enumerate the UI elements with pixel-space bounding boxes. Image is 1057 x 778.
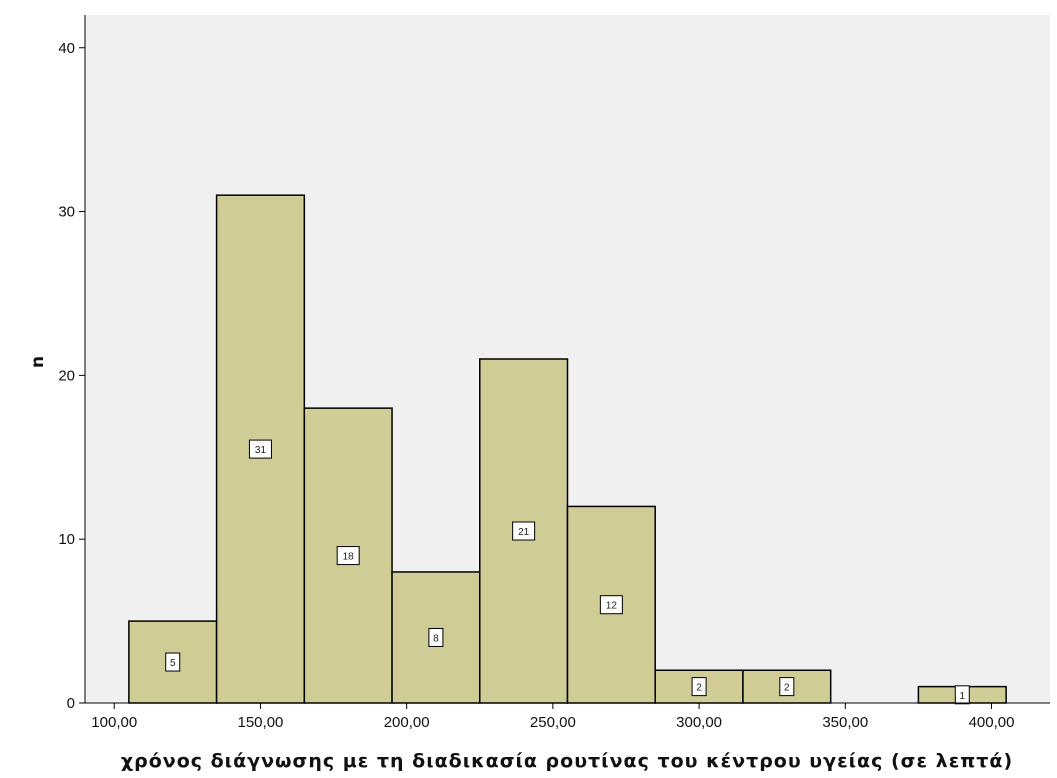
data-label-box bbox=[691, 677, 707, 697]
data-label: 18 bbox=[343, 552, 355, 563]
data-label-box bbox=[248, 439, 272, 459]
data-label: 31 bbox=[255, 445, 267, 456]
data-label-box bbox=[165, 652, 181, 672]
y-tick-label: 30 bbox=[58, 204, 75, 221]
data-label-box bbox=[512, 521, 536, 541]
x-tick-label: 400,00 bbox=[969, 714, 1015, 731]
data-label: 5 bbox=[170, 658, 176, 669]
data-label-box bbox=[779, 677, 795, 697]
data-label: 2 bbox=[784, 683, 790, 694]
x-tick-label: 350,00 bbox=[822, 714, 868, 731]
data-label: 8 bbox=[433, 633, 439, 644]
y-axis-title: n bbox=[28, 356, 48, 368]
x-tick-label: 150,00 bbox=[238, 714, 284, 731]
x-axis-title: χρόνος διάγνωσης με τη διαδικασία ρουτίν… bbox=[121, 750, 1013, 772]
data-label-box bbox=[599, 595, 623, 615]
x-tick-label: 200,00 bbox=[384, 714, 430, 731]
data-label-box bbox=[954, 685, 970, 705]
data-label: 1 bbox=[959, 691, 965, 702]
data-label-box bbox=[336, 546, 360, 566]
data-label: 12 bbox=[606, 601, 618, 612]
y-tick-label: 0 bbox=[67, 695, 75, 712]
y-axis: 0 10 20 30 40 bbox=[58, 15, 86, 712]
x-tick-label: 100,00 bbox=[91, 714, 137, 731]
y-tick-label: 40 bbox=[58, 40, 75, 57]
y-tick-label: 20 bbox=[58, 367, 75, 384]
data-label: 21 bbox=[518, 527, 530, 538]
data-label-box bbox=[428, 627, 444, 647]
x-tick-label: 250,00 bbox=[530, 714, 576, 731]
data-label: 2 bbox=[696, 683, 702, 694]
x-axis: 100,00 150,00 200,00 250,00 300,00 350,00 400,… bbox=[85, 702, 1050, 731]
x-tick-label: 300,00 bbox=[676, 714, 722, 731]
y-tick-label: 10 bbox=[58, 531, 75, 548]
